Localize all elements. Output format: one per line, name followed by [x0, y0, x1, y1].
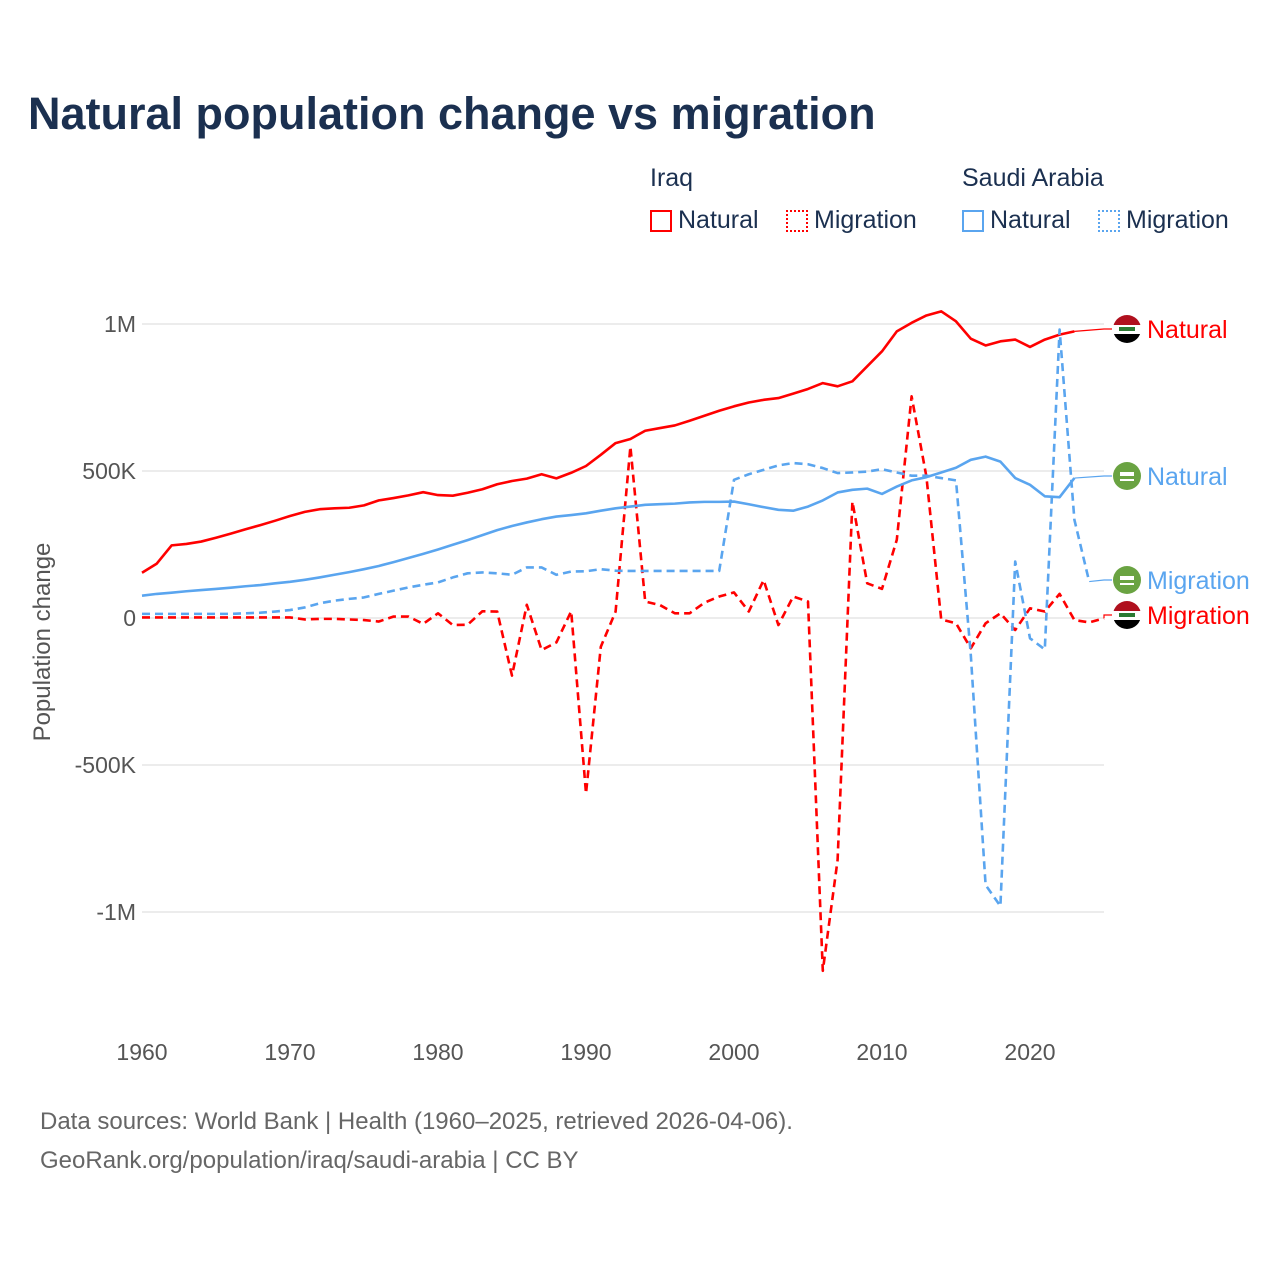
x-tick-label: 1960 — [116, 1039, 167, 1065]
x-tick-label: 1980 — [412, 1039, 463, 1065]
legend-swatch-solid-red — [650, 209, 672, 232]
legend-iraq-migration[interactable]: Migration — [786, 206, 917, 235]
legend-label: Migration — [1126, 206, 1229, 234]
legend-group-iraq: Iraq — [650, 164, 694, 192]
label-connector — [1089, 579, 1112, 583]
end-label: Migration — [1147, 602, 1250, 630]
chart-title: Natural population change vs migration — [28, 88, 876, 139]
legend-saudi-natural[interactable]: Natural — [962, 206, 1071, 235]
label-connector — [1074, 475, 1112, 479]
legend-label: Natural — [678, 206, 759, 234]
y-tick-label: -500K — [75, 752, 137, 778]
y-tick-label: 500K — [82, 458, 136, 484]
x-tick-label: 2010 — [856, 1039, 907, 1065]
series-line-saudi-arabia-migration[interactable] — [142, 328, 1091, 908]
legend-label: Natural — [990, 206, 1071, 234]
x-tick-label: 1970 — [264, 1039, 315, 1065]
end-label: Migration — [1147, 567, 1250, 595]
iraq-flag-icon — [1113, 315, 1141, 343]
saudi-flag-icon — [1113, 462, 1141, 490]
x-tick-label: 2020 — [1004, 1039, 1055, 1065]
y-tick-label: 1M — [104, 311, 136, 337]
legend-saudi-migration[interactable]: Migration — [1098, 206, 1229, 235]
saudi-flag-icon — [1113, 566, 1141, 594]
footer-url[interactable]: GeoRank.org/population/iraq/saudi-arabia… — [40, 1147, 579, 1174]
series-line-iraq-migration[interactable] — [142, 395, 1105, 973]
end-label: Natural — [1147, 316, 1228, 344]
footer-sources: Data sources: World Bank | Health (1960–… — [40, 1108, 793, 1135]
legend-swatch-solid-blue — [962, 209, 984, 232]
x-tick-label: 1990 — [560, 1039, 611, 1065]
y-tick-label: -1M — [96, 899, 136, 925]
legend-group-saudi: Saudi Arabia — [962, 164, 1104, 192]
iraq-flag-icon — [1113, 601, 1141, 629]
y-tick-label: 0 — [123, 605, 136, 631]
legend-label: Migration — [814, 206, 917, 234]
label-connector — [1103, 614, 1112, 619]
legend-swatch-dotted-blue — [1098, 209, 1120, 232]
end-label: Natural — [1147, 463, 1228, 491]
legend-swatch-dotted-red — [786, 209, 808, 232]
legend-iraq-natural[interactable]: Natural — [650, 206, 759, 235]
label-connector — [1074, 328, 1112, 332]
x-tick-label: 2000 — [708, 1039, 759, 1065]
series-line-iraq-natural[interactable] — [141, 310, 1075, 574]
y-axis-label: Population change — [29, 543, 56, 742]
series-line-saudi-arabia-natural[interactable] — [141, 455, 1076, 597]
